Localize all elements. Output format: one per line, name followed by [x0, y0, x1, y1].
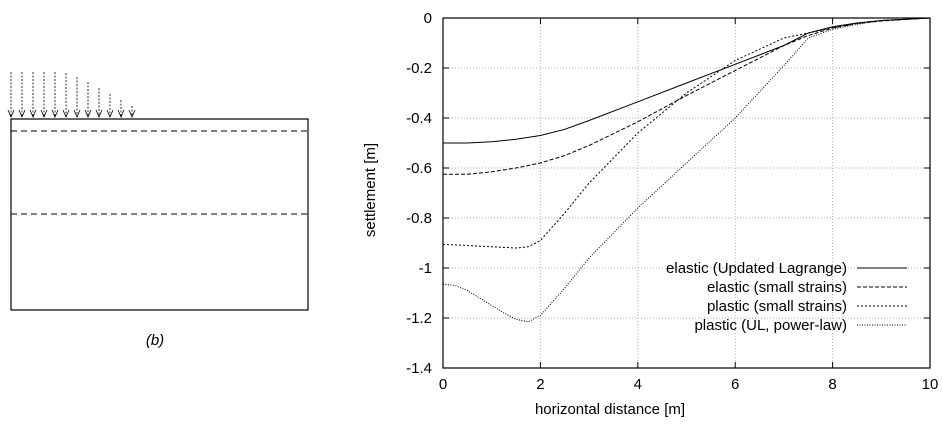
- y-axis-ticks: 0 -0.2 -0.4 -0.6 -0.8 -1 -1.2 -1.4: [406, 10, 930, 377]
- y-tick-label: -1: [419, 260, 432, 277]
- load-arrow: [40, 72, 48, 119]
- load-arrow: [51, 72, 59, 119]
- load-arrow: [128, 106, 136, 119]
- legend: elastic (Updated Lagrange) elastic (small…: [666, 260, 907, 334]
- y-tick-label: -1.2: [406, 310, 432, 327]
- x-axis-ticks: 0 2 4 6 8 10: [439, 18, 939, 393]
- y-tick-label: -0.2: [406, 60, 432, 77]
- settlement-chart: 0 2 4 6 8 10 0 -0.2 -0.4 -0.6 -0.8 -1 -1.2 -1.4 hori…: [362, 10, 938, 418]
- load-arrow: [95, 88, 103, 119]
- series-line-4: [442, 17, 931, 323]
- figure-caption: (b): [146, 332, 164, 349]
- x-tick-label: 6: [731, 376, 739, 393]
- load-arrow: [7, 72, 15, 119]
- series-line-3: [442, 17, 931, 249]
- y-tick-label: -0.8: [406, 210, 432, 227]
- x-tick-label: 10: [922, 376, 939, 393]
- x-tick-label: 4: [634, 376, 642, 393]
- series-line-1: [443, 17, 931, 144]
- load-arrow: [73, 77, 81, 119]
- legend-label-2: elastic (small strains): [707, 279, 847, 296]
- y-tick-label: -0.4: [406, 110, 432, 127]
- y-tick-label: -0.6: [406, 160, 432, 177]
- load-arrow: [18, 72, 26, 119]
- x-tick-label: 2: [536, 376, 544, 393]
- legend-label-4: plastic (UL, power-law): [694, 317, 847, 334]
- grid-lines: [443, 18, 930, 368]
- y-tick-label: -1.4: [406, 360, 432, 377]
- legend-label-1: elastic (Updated Lagrange): [666, 260, 847, 277]
- load-arrow: [84, 82, 92, 119]
- x-axis-label: horizontal distance [m]: [535, 401, 685, 418]
- soil-diagram: (b): [7, 72, 309, 349]
- plot-frame: [442, 17, 931, 369]
- load-arrow: [117, 100, 125, 119]
- y-tick-label: 0: [424, 10, 432, 27]
- y-axis-label: settlement [m]: [362, 143, 379, 237]
- series-line-2: [443, 17, 931, 175]
- x-tick-label: 0: [439, 376, 447, 393]
- series-lines: [442, 17, 931, 323]
- load-arrow: [29, 72, 37, 119]
- load-arrow: [106, 94, 114, 119]
- legend-label-3: plastic (small strains): [707, 298, 847, 315]
- load-arrow: [62, 73, 70, 119]
- load-arrows: [7, 72, 136, 119]
- x-tick-label: 8: [828, 376, 836, 393]
